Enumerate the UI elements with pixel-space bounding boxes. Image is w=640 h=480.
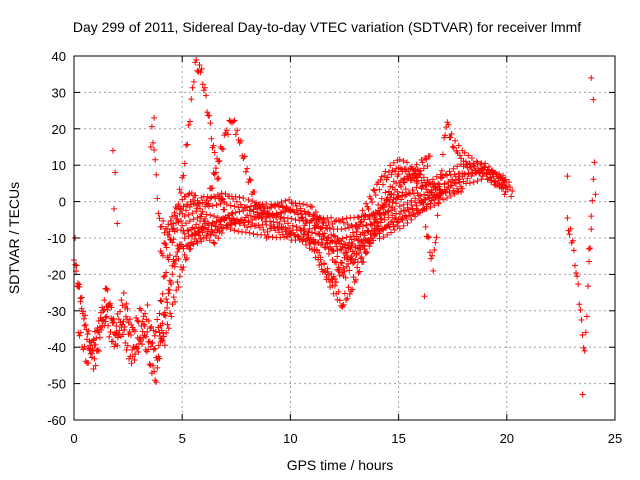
data-arc	[148, 56, 228, 236]
x-tick-label: 20	[500, 431, 514, 446]
data-point	[579, 391, 586, 398]
y-axis-label: SDTVAR / TECUs	[6, 182, 22, 294]
y-tick-label: 30	[52, 85, 66, 100]
data-point	[90, 366, 97, 373]
x-tick-label: 5	[179, 431, 186, 446]
y-tick-label: -20	[47, 267, 66, 282]
x-tick-label: 15	[391, 431, 405, 446]
data-point	[109, 147, 116, 154]
y-tick-label: -10	[47, 231, 66, 246]
data-point	[564, 173, 571, 180]
data-point	[421, 293, 428, 300]
y-tick-label: -30	[47, 304, 66, 319]
y-tick-label: 10	[52, 158, 66, 173]
data-point	[263, 235, 270, 241]
y-tick-label: -40	[47, 340, 66, 355]
data-points	[71, 56, 599, 398]
x-tick-label: 0	[70, 431, 77, 446]
y-tick-label: 20	[52, 122, 66, 137]
x-tick-label: 25	[608, 431, 622, 446]
x-tick-label: 10	[283, 431, 297, 446]
data-point	[111, 205, 118, 212]
axis-ticks: 0 5 10 15 20 25 -60 -50 -40 -30 -20 -10 0 10 20 30 40	[47, 49, 622, 446]
data-point	[114, 220, 121, 227]
grid	[74, 56, 615, 420]
data-point	[501, 191, 508, 198]
chart-title: Day 299 of 2011, Sidereal Day-to-day VTE…	[73, 19, 581, 35]
data-arc	[157, 117, 433, 309]
data-point	[590, 96, 597, 103]
data-arc	[309, 119, 516, 281]
data-point	[586, 245, 593, 252]
data-arc	[564, 159, 598, 354]
y-tick-label: -60	[47, 413, 66, 428]
data-point	[151, 114, 158, 121]
data-point	[592, 191, 599, 198]
x-axis-label: GPS time / hours	[287, 457, 394, 473]
y-tick-label: 0	[59, 195, 66, 210]
data-point	[339, 304, 346, 311]
y-tick-label: 40	[52, 49, 66, 64]
data-point	[147, 144, 154, 150]
data-point	[112, 169, 119, 176]
data-arc	[298, 156, 444, 286]
data-point	[588, 213, 595, 220]
data-arc	[155, 209, 239, 349]
y-tick-label: -50	[47, 377, 66, 392]
data-point	[588, 74, 595, 81]
data-point	[386, 191, 393, 198]
